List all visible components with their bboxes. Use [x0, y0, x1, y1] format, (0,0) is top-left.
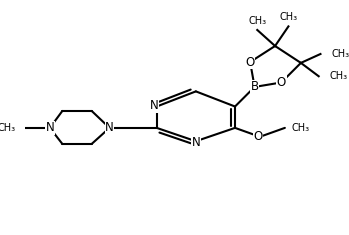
Text: CH₃: CH₃	[329, 71, 348, 81]
Text: N: N	[45, 121, 54, 134]
Text: O: O	[246, 55, 255, 69]
Text: N: N	[150, 99, 158, 112]
Text: O: O	[253, 130, 263, 143]
Text: CH₃: CH₃	[331, 49, 349, 59]
Text: O: O	[277, 76, 286, 89]
Text: CH₃: CH₃	[279, 12, 297, 22]
Text: CH₃: CH₃	[248, 16, 266, 26]
Text: B: B	[251, 80, 259, 94]
Text: CH₃: CH₃	[0, 123, 16, 133]
Text: N: N	[105, 121, 114, 134]
Text: N: N	[192, 136, 200, 149]
Text: CH₃: CH₃	[292, 123, 310, 133]
